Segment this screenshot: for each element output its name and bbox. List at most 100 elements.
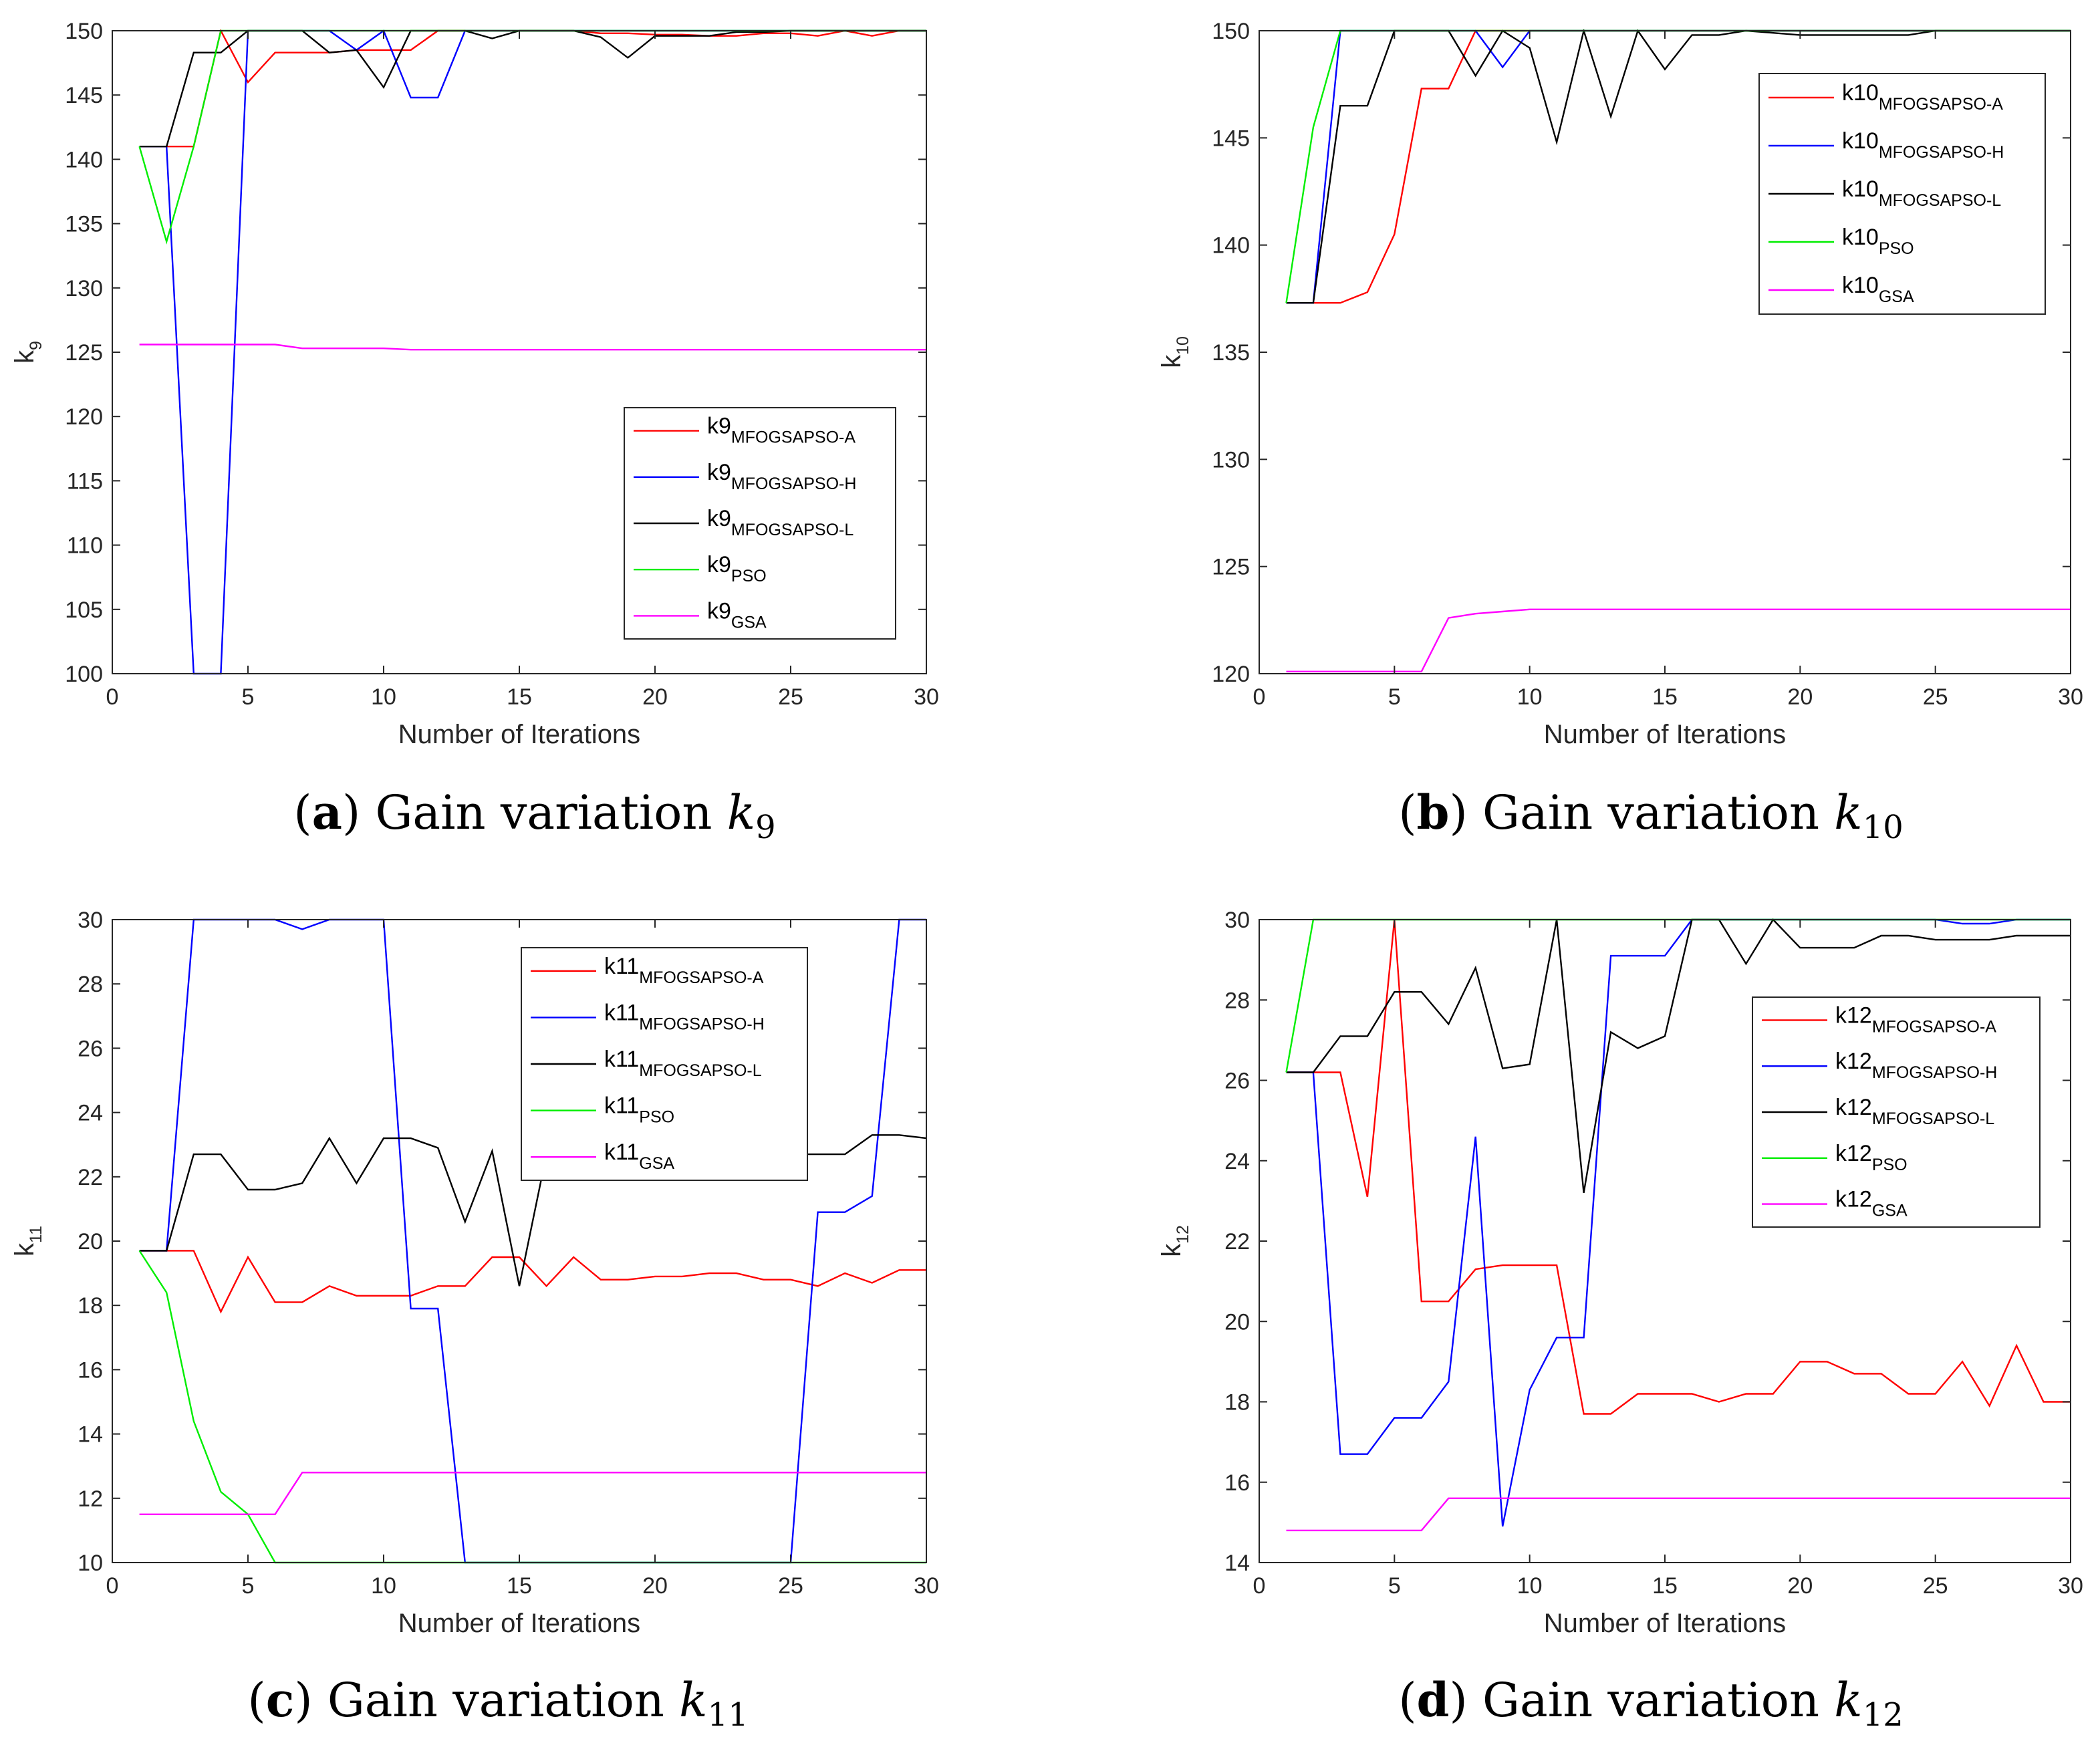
y-tick-label: 130 — [1212, 447, 1250, 473]
y-axis-label-sub: 11 — [27, 1226, 45, 1243]
x-tick-label: 10 — [371, 684, 396, 710]
y-axis-label: k12 — [1157, 1225, 1192, 1257]
y-tick-label: 115 — [67, 469, 103, 494]
caption-paren-open: ( — [1398, 785, 1416, 840]
y-axis-label: k10 — [1157, 336, 1192, 368]
legend-label-name: k10 — [1842, 80, 1879, 106]
x-tick-label: 0 — [106, 1573, 119, 1599]
legend-label-sub: GSA — [731, 613, 767, 632]
x-tick-label: 0 — [1253, 1573, 1266, 1599]
y-tick-label: 150 — [1212, 19, 1250, 44]
y-tick-label: 135 — [65, 212, 103, 237]
legend-label-name: k12 — [1835, 1187, 1872, 1212]
caption-text: Gain variation — [327, 1673, 679, 1728]
legend-label-sub: MFOGSAPSO-A — [731, 428, 856, 447]
y-axis-label-main: k — [1157, 1243, 1186, 1257]
legend-label: k9MFOGSAPSO-H — [707, 460, 856, 493]
legend-label-name: k11 — [604, 1093, 639, 1119]
legend-label-name: k11 — [604, 1140, 639, 1165]
x-tick-label: 30 — [914, 684, 939, 710]
x-tick-label: 5 — [1388, 684, 1401, 710]
chart-panel-c: 0 5 10 15 20 25 30 10 12 14 16 18 20 22 24 26 28 30 Number… — [10, 908, 939, 1734]
legend-label-name: k9 — [707, 598, 731, 624]
legend-label-name: k10 — [1842, 176, 1879, 202]
legend-label-sub: PSO — [1879, 239, 1914, 258]
legend-label-name: k9 — [707, 414, 731, 439]
legend-label-sub: MFOGSAPSO-H — [1879, 143, 2004, 162]
x-tick-label: 5 — [242, 1573, 255, 1599]
legend-label: k9MFOGSAPSO-A — [707, 414, 856, 447]
series-line-gsa — [1286, 608, 2071, 672]
caption-paren-close: ) — [1449, 1673, 1482, 1728]
x-tick-label: 10 — [371, 1573, 396, 1599]
y-tick-label: 14 — [78, 1422, 103, 1448]
series-line-mfogsapso-a — [1286, 919, 2071, 1415]
legend-label-sub: MFOGSAPSO-L — [731, 521, 854, 539]
y-tick-label: 140 — [1212, 233, 1250, 259]
x-axis-label: Number of Iterations — [1544, 720, 1786, 749]
legend-label-sub: MFOGSAPSO-H — [1872, 1063, 1998, 1082]
y-tick-label: 120 — [1212, 662, 1250, 687]
series-line-mfogsapso-l — [1286, 918, 2071, 1193]
caption-paren-open: ( — [1398, 1673, 1416, 1728]
legend-label-name: k12 — [1835, 1049, 1872, 1074]
x-axis-label: Number of Iterations — [398, 1609, 640, 1638]
figure-caption: (c) Gain variation k11 — [247, 1672, 748, 1734]
legend-label: k12MFOGSAPSO-L — [1835, 1095, 1994, 1128]
legend-label: k11GSA — [604, 1140, 674, 1173]
y-tick-label: 125 — [1212, 555, 1250, 580]
legend: k10MFOGSAPSO-Ak10MFOGSAPSO-Hk10MFOGSAPSO… — [1758, 73, 2046, 315]
y-tick-label: 26 — [78, 1036, 103, 1061]
legend-label-name: k9 — [707, 460, 731, 485]
y-axis-label: k9 — [10, 341, 45, 364]
y-tick-label: 28 — [1224, 988, 1250, 1013]
legend-label: k12PSO — [1835, 1141, 1908, 1174]
caption-paren-close: ) — [1449, 785, 1482, 840]
x-tick-label: 15 — [1652, 684, 1678, 710]
caption-subscript: 11 — [708, 1696, 749, 1734]
caption-paren-open: ( — [247, 1673, 265, 1728]
legend-label-name: k10 — [1842, 128, 1879, 154]
y-tick-label: 145 — [1212, 126, 1250, 151]
figure-caption: (d) Gain variation k12 — [1398, 1672, 1904, 1734]
legend-label: k9MFOGSAPSO-L — [707, 506, 854, 539]
y-tick-label: 16 — [78, 1357, 103, 1383]
x-tick-label: 5 — [1388, 1573, 1401, 1599]
y-axis-label-main: k — [1157, 354, 1186, 368]
caption-letter: a — [312, 785, 342, 840]
caption-subscript: 9 — [755, 809, 776, 846]
legend-label-sub: MFOGSAPSO-A — [639, 968, 763, 987]
y-tick-label: 100 — [65, 662, 103, 687]
x-tick-label: 30 — [2058, 1573, 2083, 1599]
caption-paren-close: ) — [342, 785, 376, 840]
legend-label-name: k12 — [1835, 1141, 1872, 1166]
x-tick-label: 25 — [1923, 684, 1948, 710]
legend-label: k11PSO — [604, 1093, 674, 1127]
caption-letter: c — [266, 1672, 295, 1728]
legend-label-name: k11 — [604, 954, 639, 979]
caption-variable: k — [727, 785, 755, 840]
y-tick-label: 24 — [1224, 1149, 1250, 1174]
x-tick-label: 5 — [242, 684, 255, 710]
legend-label-sub: GSA — [639, 1154, 674, 1173]
y-tick-label: 30 — [1224, 908, 1250, 933]
y-tick-label: 105 — [65, 597, 103, 623]
legend-label: k10MFOGSAPSO-H — [1842, 128, 2004, 162]
x-tick-label: 10 — [1517, 1573, 1543, 1599]
x-axis-label: Number of Iterations — [398, 720, 640, 749]
x-tick-label: 0 — [1253, 684, 1266, 710]
y-tick-label: 18 — [78, 1293, 103, 1319]
legend-label: k12GSA — [1835, 1187, 1908, 1220]
legend-label-sub: PSO — [1872, 1156, 1908, 1174]
x-tick-label: 25 — [778, 1573, 803, 1599]
y-tick-label: 125 — [65, 340, 103, 366]
caption-paren-open: ( — [293, 785, 311, 840]
y-tick-label: 16 — [1224, 1470, 1250, 1496]
legend: k9MFOGSAPSO-Ak9MFOGSAPSO-Hk9MFOGSAPSO-Lk… — [624, 407, 896, 640]
x-tick-label: 10 — [1517, 684, 1543, 710]
x-tick-label: 25 — [1923, 1573, 1948, 1599]
y-axis-label-main: k — [10, 350, 39, 364]
legend-label-sub: MFOGSAPSO-A — [1879, 95, 2003, 114]
x-tick-label: 20 — [642, 684, 668, 710]
